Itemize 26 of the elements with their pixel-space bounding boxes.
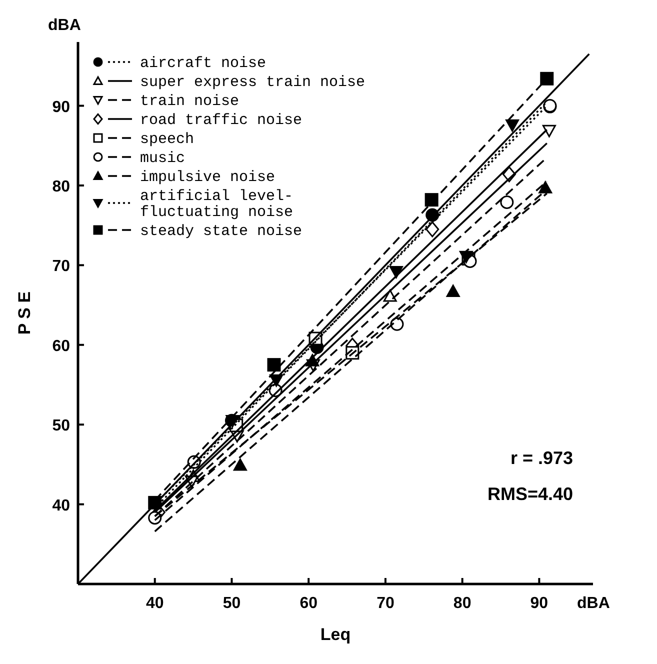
y-tick-label: 90 <box>52 98 70 116</box>
x-tick-label: 90 <box>530 595 548 612</box>
legend-label: impulsive noise <box>140 169 276 186</box>
x-tick-label: 80 <box>453 595 472 612</box>
annotation: RMS=4.40 <box>487 484 573 504</box>
x-tick-label: 50 <box>222 595 241 612</box>
text: dBA <box>48 17 82 34</box>
x-axis-title: Leq <box>320 625 351 644</box>
x-tick-label: 70 <box>376 595 394 612</box>
y-axis-title: P S E <box>15 291 34 335</box>
x-tick-label: 40 <box>146 595 164 612</box>
y-tick-label: 70 <box>52 258 70 276</box>
y-tick-label: 60 <box>52 338 70 355</box>
legend-label: music <box>140 150 186 167</box>
legend-label: super express train noise <box>140 74 366 91</box>
legend-label: speech <box>140 131 194 148</box>
y-tick-label: 40 <box>52 497 70 514</box>
legend-label: steady state noise <box>140 223 302 240</box>
text: dBA <box>577 595 610 612</box>
annotation: r = .973 <box>510 448 573 468</box>
legend-label: road traffic noise <box>140 112 302 129</box>
y-tick-label: 80 <box>52 178 70 196</box>
legend-label: train noise <box>140 93 240 110</box>
legend-label: aircraft noise <box>140 55 266 72</box>
x-tick-label: 60 <box>300 595 318 612</box>
y-tick-label: 50 <box>52 418 70 435</box>
